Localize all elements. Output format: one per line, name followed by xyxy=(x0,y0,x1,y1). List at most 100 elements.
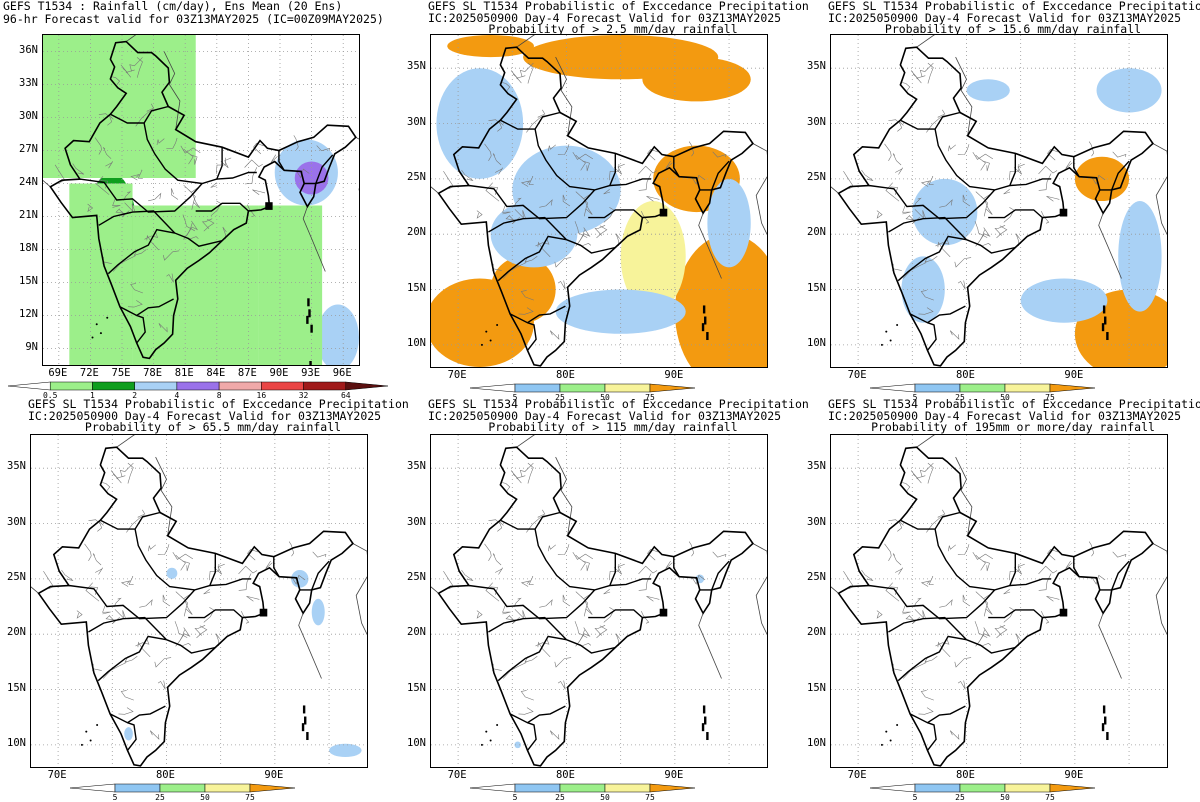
district-boundary xyxy=(613,563,625,575)
district-boundary xyxy=(244,159,263,168)
longitude-label: 70E xyxy=(47,769,67,781)
district-boundary xyxy=(174,621,188,638)
district-boundary xyxy=(84,543,92,561)
map-prob-2p5[interactable] xyxy=(430,34,768,368)
colorbar xyxy=(7,381,389,391)
district-boundary xyxy=(183,148,194,165)
district-boundary xyxy=(476,610,483,619)
andaman-island xyxy=(307,298,310,307)
state-boundary xyxy=(868,184,996,220)
district-boundary xyxy=(948,544,956,552)
district-boundary xyxy=(513,197,522,208)
country-border xyxy=(1152,143,1167,236)
panel-title-line-1: GEFS SL T1534 Probabilistic of Exccedanc… xyxy=(828,0,1200,13)
colorbar-label: 32 xyxy=(298,391,309,400)
andaman-island xyxy=(1104,316,1107,325)
district-boundary xyxy=(514,209,526,219)
state-boundary xyxy=(126,722,137,751)
district-boundary xyxy=(603,588,611,595)
district-boundary xyxy=(613,163,625,175)
district-boundary xyxy=(146,103,155,112)
district-boundary xyxy=(124,655,138,663)
district-boundary xyxy=(996,625,1008,639)
colorbar xyxy=(869,783,1096,793)
map-canvas xyxy=(831,435,1167,767)
country-border xyxy=(155,456,173,536)
district-boundary xyxy=(95,176,110,195)
map-canvas xyxy=(831,35,1167,367)
district-boundary xyxy=(665,160,673,169)
andaman-island xyxy=(302,705,306,714)
colorbar-label: 75 xyxy=(1045,393,1055,402)
state-boundary xyxy=(988,209,1043,219)
state-boundary xyxy=(188,609,243,619)
district-boundary xyxy=(572,551,594,560)
district-boundary xyxy=(112,255,136,272)
lakshadweep-island xyxy=(480,343,483,346)
district-boundary xyxy=(1065,160,1073,169)
map-prob-65p5[interactable] xyxy=(30,434,368,768)
rain-area xyxy=(966,79,1010,102)
latitude-label: 15N xyxy=(407,281,426,294)
latitude-label: 30N xyxy=(807,515,826,528)
district-boundary xyxy=(158,323,168,333)
latitude-label: 35N xyxy=(807,60,826,73)
lakshadweep-island xyxy=(95,323,98,326)
district-boundary xyxy=(1047,549,1059,561)
district-boundary xyxy=(984,601,993,615)
district-boundary xyxy=(638,573,652,591)
district-boundary xyxy=(982,560,990,572)
district-boundary xyxy=(982,160,990,172)
colorbar-segment xyxy=(345,381,389,391)
colorbar-segment xyxy=(261,381,304,391)
panel-title-line-3: Probability of > 2.5 mm/day rainfall xyxy=(488,22,738,36)
state-boundary xyxy=(98,210,176,234)
district-boundary xyxy=(502,482,511,491)
state-boundary xyxy=(79,178,203,213)
state-boundary xyxy=(136,314,146,344)
colorbar-label: 50 xyxy=(600,393,610,402)
rain-area xyxy=(43,35,196,178)
district-boundary xyxy=(102,482,111,491)
state-boundary xyxy=(900,511,961,530)
district-boundary xyxy=(596,625,608,639)
rain-area xyxy=(316,304,359,365)
district-boundary xyxy=(974,621,988,638)
colorbar-segment xyxy=(559,783,606,793)
district-boundary xyxy=(1013,563,1025,575)
delta-marker xyxy=(1059,208,1068,217)
district-boundary xyxy=(175,591,191,599)
district-boundary xyxy=(924,255,938,263)
map-prob-15p6[interactable] xyxy=(830,34,1168,368)
colorbar-segment xyxy=(1049,783,1096,793)
district-boundary xyxy=(247,549,259,561)
map-ensemble-mean[interactable] xyxy=(42,34,360,366)
district-boundary xyxy=(895,167,903,175)
state-boundary xyxy=(609,178,651,187)
colorbar-segment xyxy=(869,383,916,393)
delta-marker xyxy=(659,208,668,217)
district-boundary xyxy=(157,680,166,690)
panel-title-line-1: GEFS SL T1534 Probabilistic of Exccedanc… xyxy=(428,397,809,411)
map-prob-115[interactable] xyxy=(430,434,768,768)
state-boundary xyxy=(468,184,596,220)
rain-area xyxy=(1020,278,1108,323)
latitude-label: 18N xyxy=(19,241,38,254)
colorbar-label: 64 xyxy=(340,391,351,400)
district-boundary xyxy=(1003,188,1011,195)
district-boundary xyxy=(927,462,934,484)
district-boundary xyxy=(1009,163,1020,181)
district-boundary xyxy=(1038,173,1052,191)
district-boundary xyxy=(43,570,54,590)
state-boundary xyxy=(897,235,1016,282)
district-boundary xyxy=(554,257,572,268)
district-boundary xyxy=(1112,551,1127,558)
district-boundary xyxy=(876,610,883,619)
district-boundary xyxy=(54,164,66,183)
country-border xyxy=(955,56,973,136)
district-boundary xyxy=(575,554,586,571)
map-prob-195[interactable] xyxy=(830,434,1168,768)
longitude-label: 84E xyxy=(206,367,226,379)
colorbar-label: 50 xyxy=(1000,793,1010,802)
district-boundary xyxy=(574,621,588,638)
